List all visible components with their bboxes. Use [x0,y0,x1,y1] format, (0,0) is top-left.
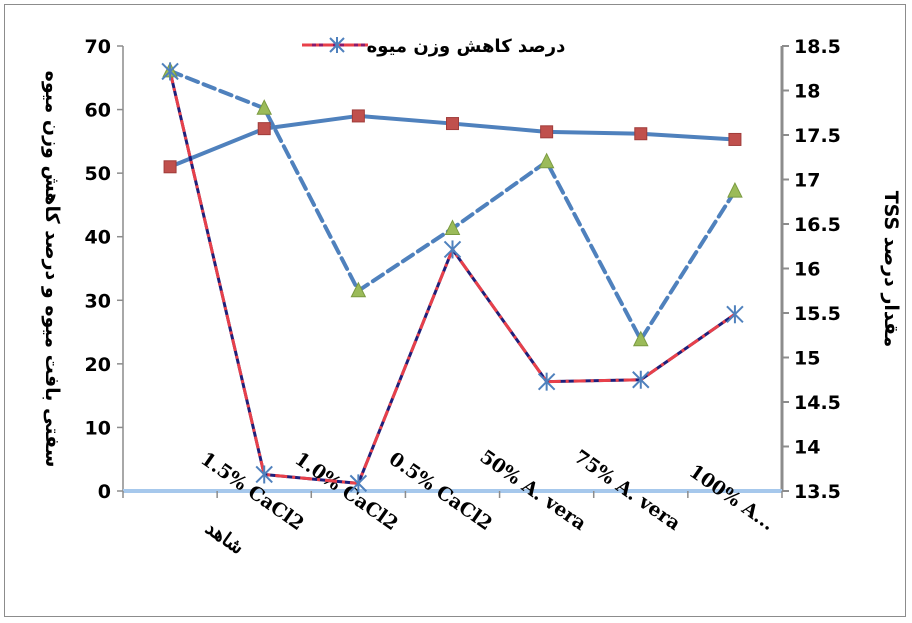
left-axis-ticks: 0 10 20 30 40 50 60 70 [85,36,123,503]
weight-loss-point [445,240,461,258]
weight-loss-point [727,305,743,323]
right-tick-label: 15.5 [794,303,841,325]
right-axis-ticks: 13.5 14 14.5 15 15.5 16 16.5 17 17.5 18 18.5 [782,36,841,503]
tss-point [540,154,554,168]
right-tick-label: 15 [794,348,820,370]
firmness-point [541,126,553,138]
right-tick-label: 18 [794,81,820,103]
firmness-point [352,110,364,122]
legend-swatch [302,37,368,53]
left-tick-label: 40 [85,227,111,249]
firmness-point [729,133,741,145]
right-tick-label: 16.5 [794,214,841,236]
left-tick-label: 20 [85,354,111,376]
firmness-point [164,161,176,173]
tss-point [728,183,742,197]
legend: درصد کاهش وزن میوه [302,36,565,57]
x-category-label: 100% A... [685,460,779,535]
tss-series-line [170,71,735,340]
left-tick-label: 0 [98,481,111,503]
left-tick-label: 50 [85,163,111,185]
right-tick-label: 17.5 [794,125,841,147]
firmness-point [635,128,647,140]
tss-point [446,220,460,234]
right-tick-label: 13.5 [794,481,841,503]
firmness-point [258,123,270,135]
right-tick-label: 14.5 [794,392,841,414]
right-tick-label: 14 [794,437,820,459]
right-tick-label: 16 [794,259,820,281]
left-tick-label: 30 [85,290,111,312]
left-tick-label: 10 [85,417,111,439]
axes [123,46,782,491]
x-category-label: شاهد [201,517,248,559]
left-axis-label: سفتی بافت میوه و درصد کاهش وزن میوه [41,71,63,468]
right-tick-label: 17 [794,170,820,192]
legend-label: درصد کاهش وزن میوه [367,36,566,57]
series-layer [162,62,743,492]
left-tick-label: 60 [85,100,111,122]
right-tick-label: 18.5 [794,36,841,58]
firmness-point [447,118,459,130]
left-tick-label: 70 [85,36,111,58]
right-axis-label: مقدار درصد TSS [880,191,902,348]
